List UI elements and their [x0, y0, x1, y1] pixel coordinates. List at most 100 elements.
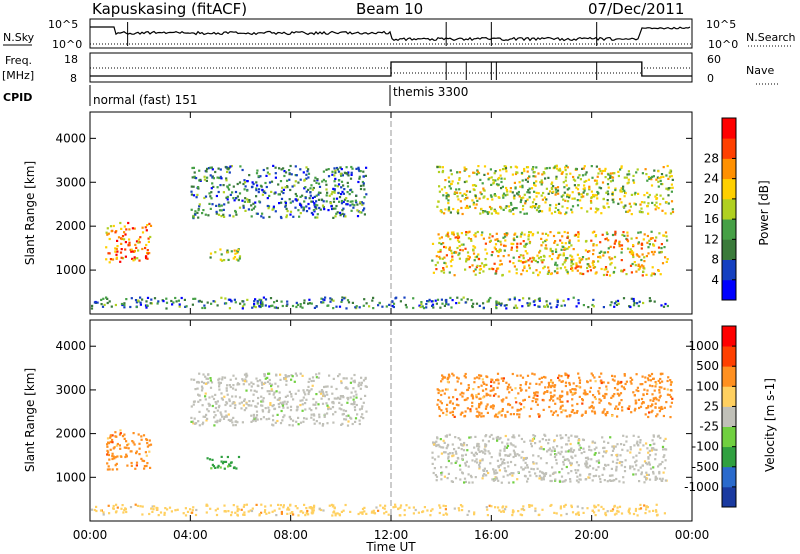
velocity-cell-5: [594, 505, 597, 508]
velocity-cell-2: [194, 422, 197, 425]
velocity-cell-5: [240, 508, 243, 511]
power-cell-3: [527, 259, 530, 262]
power-colorbar-segment: [722, 279, 736, 301]
power-cell-2: [274, 176, 277, 179]
power-cell-5: [629, 305, 632, 309]
velocity-cell-3: [654, 458, 657, 461]
velocity-cell-1: [221, 462, 225, 465]
power-cell-5: [341, 299, 344, 302]
power-cell-4: [653, 204, 656, 207]
velocity-cell-4: [637, 389, 640, 393]
power-cell-2: [263, 190, 266, 193]
velocity-cell-2: [218, 404, 221, 407]
power-cell-3: [531, 234, 534, 237]
velocity-cell-2: [331, 392, 334, 395]
power-cell-3: [472, 270, 475, 273]
power-cell-2: [284, 171, 288, 174]
velocity-cell-3: [593, 453, 596, 456]
power-cell-5: [445, 298, 448, 302]
power-cell-2: [194, 213, 197, 216]
power-cell-0: [123, 225, 126, 228]
power-cell-3: [599, 241, 602, 244]
power-cell-4: [447, 208, 450, 211]
velocity-cell-2: [344, 387, 347, 390]
power-cell-3: [589, 265, 592, 268]
velocity-cell-2: [339, 395, 342, 398]
velocity-cell-2: [358, 381, 361, 384]
velocity-cell-5: [159, 511, 163, 514]
velocity-cell-3: [497, 466, 500, 469]
power-cell-3: [546, 272, 549, 275]
power-cell-5: [228, 307, 231, 310]
power-cell-5: [487, 298, 491, 301]
velocity-cell-3: [514, 453, 517, 456]
velocity-cell-2: [315, 420, 318, 423]
velocity-cell-5: [581, 507, 584, 510]
power-cell-3: [652, 244, 656, 247]
velocity-cell-2: [299, 421, 303, 424]
velocity-cell-5: [311, 509, 314, 512]
velocity-cell-3: [561, 480, 564, 483]
power-cell-3: [474, 235, 477, 238]
power-cell-5: [105, 296, 108, 299]
velocity-cell-4: [601, 411, 604, 414]
velocity-cell-3: [501, 462, 504, 465]
power-colorbar-frame: [721, 117, 737, 301]
velocity-cell-2: [232, 416, 235, 419]
velocity-cell-5: [426, 509, 429, 512]
power-cell-2: [280, 197, 284, 200]
power-cell-2: [330, 205, 333, 208]
power-cell-5: [171, 303, 174, 306]
velocity-cell-5: [290, 511, 294, 514]
velocity-cell-4: [496, 386, 499, 389]
velocity-cell-4: [485, 388, 488, 391]
power-cell-4: [521, 186, 524, 189]
velocity-cell-4: [494, 393, 497, 396]
power-cell-3: [496, 238, 499, 241]
velocity-colorbar-label: Velocity [m s-1]: [763, 378, 777, 472]
power-cell-5: [466, 298, 469, 301]
power-cell-3: [623, 234, 626, 237]
velocity-cell-3: [503, 447, 506, 451]
velocity-cell-3: [638, 451, 641, 454]
power-cell-2: [355, 201, 358, 204]
power-cell-3: [637, 231, 640, 234]
velocity-cell-5: [397, 507, 400, 511]
power-cell-4: [633, 202, 636, 205]
power-cell-3: [614, 239, 617, 242]
velocity-cell-0: [149, 443, 153, 446]
velocity-cell-4: [544, 376, 547, 379]
power-cell-2: [209, 195, 212, 198]
velocity-cell-2: [355, 403, 358, 407]
power-cell-3: [611, 233, 615, 237]
velocity-colorbar-tick-label: -100: [692, 440, 719, 454]
velocity-cell-4: [521, 376, 525, 379]
power-cell-5: [538, 305, 541, 308]
velocity-cell-5: [502, 509, 505, 512]
velocity-cell-4: [598, 398, 601, 401]
velocity-cell-1: [229, 461, 233, 464]
power-cell-3: [465, 231, 468, 234]
power-cell-5: [183, 298, 186, 301]
power-cell-4: [479, 178, 482, 181]
power-cell-5: [273, 301, 276, 304]
velocity-cell-5: [628, 508, 631, 512]
power-cell-2: [364, 174, 367, 177]
velocity-cell-5: [157, 514, 160, 517]
power-cell-3: [437, 250, 440, 253]
power-cell-2: [230, 165, 233, 168]
power-cell-3: [643, 267, 646, 270]
velocity-cell-2: [295, 374, 298, 377]
power-cell-0: [145, 257, 148, 260]
velocity-cell-3: [447, 457, 450, 460]
power-cell-3: [666, 239, 669, 242]
power-cell-3: [539, 256, 542, 259]
power-cell-5: [320, 301, 323, 304]
power-cell-5: [420, 301, 423, 304]
velocity-cell-3: [537, 455, 540, 458]
velocity-cell-3: [595, 468, 598, 471]
power-cell-5: [123, 302, 126, 305]
velocity-cell-4: [561, 380, 564, 383]
power-cell-4: [445, 197, 448, 200]
velocity-cell-5: [553, 511, 556, 514]
